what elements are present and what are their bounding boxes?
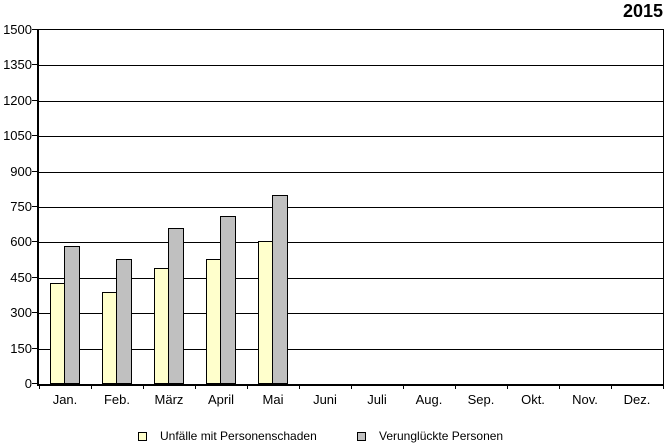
- y-tick-900: [32, 171, 37, 172]
- y-tick-1350: [32, 64, 37, 65]
- h-gridline-1200: [39, 101, 663, 102]
- y-tick-1050: [32, 135, 37, 136]
- y-tick-label-1200: 1200: [3, 93, 32, 108]
- x-axis-label-3: April: [207, 392, 234, 407]
- x-tick-6: [351, 385, 352, 389]
- h-gridline-1050: [39, 136, 663, 137]
- chart-year-title: 2015: [622, 1, 663, 21]
- x-axis-label-1: Feb.: [103, 392, 130, 407]
- x-axis-label-9: Okt.: [521, 392, 545, 407]
- y-tick-label-600: 600: [10, 234, 32, 249]
- bar-unfaelle-mit-personenschaden-3: [206, 259, 221, 384]
- y-tick-750: [32, 206, 37, 207]
- bar-verunglückte-personen-1: [116, 259, 132, 384]
- legend-key-verungluckte-icon: [357, 431, 366, 441]
- bar-unfaelle-mit-personenschaden-4: [258, 241, 273, 384]
- x-tick-3: [195, 385, 196, 389]
- x-tick-1: [91, 385, 92, 389]
- legend-label-verungluckte: Verunglückte Personen: [379, 429, 504, 443]
- x-axis-label-10: Nov.: [572, 392, 598, 407]
- h-gridline-750: [39, 207, 663, 208]
- y-tick-label-750: 750: [10, 199, 32, 214]
- x-axis-label-6: Juli: [367, 392, 387, 407]
- x-axis-label-8: Sep.: [467, 392, 495, 407]
- bar-unfaelle-mit-personenschaden-1: [102, 292, 117, 384]
- x-tick-9: [507, 385, 508, 389]
- x-axis-label-4: Mai: [262, 392, 284, 407]
- x-axis-label-5: Juni: [313, 392, 337, 407]
- y-tick-1200: [32, 100, 37, 101]
- x-tick-0: [39, 385, 40, 389]
- x-tick-7: [403, 385, 404, 389]
- x-tick-10: [559, 385, 560, 389]
- h-gridline-150: [39, 349, 663, 350]
- y-tick-label-1050: 1050: [3, 128, 32, 143]
- x-axis-label-0: Jan.: [52, 392, 78, 407]
- x-tick-8: [455, 385, 456, 389]
- x-tick-5: [299, 385, 300, 389]
- bar-unfaelle-mit-personenschaden-0: [50, 283, 65, 384]
- h-gridline-1350: [39, 65, 663, 66]
- y-tick-450: [32, 277, 37, 278]
- bar-verunglückte-personen-2: [168, 228, 184, 384]
- x-tick-11: [611, 385, 612, 389]
- y-tick-label-1350: 1350: [3, 57, 32, 72]
- y-tick-600: [32, 241, 37, 242]
- x-tick-2: [143, 385, 144, 389]
- x-axis-label-11: Dez.: [623, 392, 651, 407]
- bar-verunglückte-personen-0: [64, 246, 80, 384]
- x-axis-label-2: März: [154, 392, 184, 407]
- bar-verunglückte-personen-3: [220, 216, 236, 384]
- h-gridline-600: [39, 242, 663, 243]
- y-tick-label-0: 0: [24, 376, 32, 391]
- y-tick-0: [32, 383, 37, 384]
- bar-unfaelle-mit-personenschaden-2: [154, 268, 169, 384]
- x-tick-4: [247, 385, 248, 389]
- y-tick-label-900: 900: [10, 164, 32, 179]
- h-gridline-450: [39, 278, 663, 279]
- h-gridline-900: [39, 172, 663, 173]
- x-tick-12: [663, 385, 664, 389]
- h-gridline-300: [39, 313, 663, 314]
- bar-verunglückte-personen-4: [272, 195, 288, 384]
- y-tick-150: [32, 348, 37, 349]
- plot-area: [37, 29, 664, 386]
- y-tick-1500: [32, 29, 37, 30]
- legend-key-unfaelle-icon: [138, 431, 147, 441]
- y-tick-label-150: 150: [10, 341, 32, 356]
- legend-item-verungluckte: Verunglückte Personen: [357, 429, 503, 443]
- x-axis-label-7: Aug.: [415, 392, 443, 407]
- y-tick-300: [32, 312, 37, 313]
- legend-label-unfaelle: Unfälle mit Personenschaden: [160, 429, 317, 443]
- y-tick-label-450: 450: [10, 270, 32, 285]
- y-tick-label-1500: 1500: [3, 22, 32, 37]
- y-tick-label-300: 300: [10, 305, 32, 320]
- legend-item-unfaelle: Unfälle mit Personenschaden: [138, 429, 317, 443]
